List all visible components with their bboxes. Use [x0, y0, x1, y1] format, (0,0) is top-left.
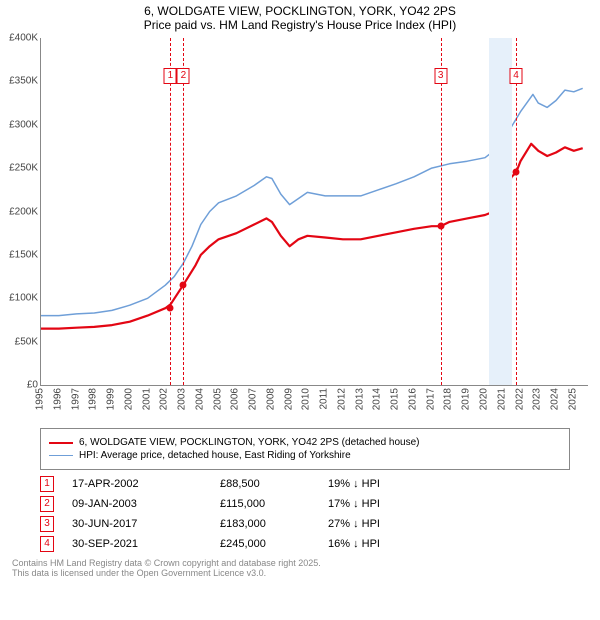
- sale-vs-hpi: 27% ↓ HPI: [328, 518, 448, 530]
- x-tick-label: 2019: [461, 388, 472, 410]
- x-tick-label: 2014: [372, 388, 383, 410]
- sale-marker-label: 1: [164, 68, 177, 84]
- x-tick-label: 1998: [88, 388, 99, 410]
- sale-marker: [513, 169, 520, 176]
- legend-box: 6, WOLDGATE VIEW, POCKLINGTON, YORK, YO4…: [40, 428, 570, 470]
- sale-marker-label: 3: [434, 68, 447, 84]
- sale-date: 30-SEP-2021: [72, 538, 202, 550]
- x-tick-label: 2000: [123, 388, 134, 410]
- chart-area: £0£50K£100K£150K£200K£250K£300K£350K£400…: [0, 38, 600, 420]
- sale-row: 4 30-SEP-2021 £245,000 16% ↓ HPI: [40, 536, 570, 552]
- x-tick-label: 2015: [390, 388, 401, 410]
- sale-index-box: 2: [40, 496, 54, 512]
- x-tick-label: 2023: [532, 388, 543, 410]
- x-tick-label: 2006: [230, 388, 241, 410]
- x-tick-label: 2001: [141, 388, 152, 410]
- x-tick-label: 2013: [354, 388, 365, 410]
- sale-date: 09-JAN-2003: [72, 498, 202, 510]
- y-tick-label: £200K: [9, 206, 38, 217]
- legend-item: 6, WOLDGATE VIEW, POCKLINGTON, YORK, YO4…: [49, 437, 561, 448]
- sale-vs-hpi: 16% ↓ HPI: [328, 538, 448, 550]
- x-tick-label: 1997: [70, 388, 81, 410]
- x-tick-label: 2011: [319, 388, 330, 410]
- sales-table: 1 17-APR-2002 £88,500 19% ↓ HPI 2 09-JAN-2003…: [40, 476, 570, 552]
- x-tick-label: 2016: [407, 388, 418, 410]
- x-tick-label: 1999: [106, 388, 117, 410]
- y-tick-label: £300K: [9, 119, 38, 130]
- x-tick-label: 2003: [177, 388, 188, 410]
- sale-price: £88,500: [220, 478, 310, 490]
- sale-row: 2 09-JAN-2003 £115,000 17% ↓ HPI: [40, 496, 570, 512]
- sale-marker: [437, 223, 444, 230]
- sale-price: £115,000: [220, 498, 310, 510]
- sale-price: £183,000: [220, 518, 310, 530]
- plot-region: 12 3 4: [40, 38, 588, 386]
- chart-title: 6, WOLDGATE VIEW, POCKLINGTON, YORK, YO4…: [0, 0, 600, 32]
- x-tick-label: 2004: [194, 388, 205, 410]
- title-subtitle: Price paid vs. HM Land Registry's House …: [0, 18, 600, 32]
- sale-row: 3 30-JUN-2017 £183,000 27% ↓ HPI: [40, 516, 570, 532]
- x-tick-label: 2009: [283, 388, 294, 410]
- x-tick-label: 1995: [35, 388, 46, 410]
- legend-swatch: [49, 455, 73, 456]
- attribution-footer: Contains HM Land Registry data © Crown c…: [12, 558, 588, 578]
- x-tick-label: 1996: [52, 388, 63, 410]
- x-tick-label: 2025: [567, 388, 578, 410]
- x-tick-label: 2012: [336, 388, 347, 410]
- x-tick-label: 2008: [265, 388, 276, 410]
- sale-marker-label: 4: [510, 68, 523, 84]
- y-tick-label: £400K: [9, 33, 38, 44]
- x-tick-label: 2017: [425, 388, 436, 410]
- x-axis: 1995199619971998199920002001200220032004…: [40, 386, 588, 420]
- x-tick-label: 2002: [159, 388, 170, 410]
- sale-price: £245,000: [220, 538, 310, 550]
- y-tick-label: £50K: [15, 336, 38, 347]
- footer-line1: Contains HM Land Registry data © Crown c…: [12, 558, 588, 568]
- sale-index-box: 4: [40, 536, 54, 552]
- y-tick-label: £250K: [9, 163, 38, 174]
- sale-vs-hpi: 19% ↓ HPI: [328, 478, 448, 490]
- x-tick-label: 2005: [212, 388, 223, 410]
- title-address: 6, WOLDGATE VIEW, POCKLINGTON, YORK, YO4…: [0, 4, 600, 18]
- x-tick-label: 2024: [550, 388, 561, 410]
- sale-marker: [167, 305, 174, 312]
- x-tick-label: 2020: [478, 388, 489, 410]
- legend-label: HPI: Average price, detached house, East…: [79, 450, 351, 461]
- legend-item: HPI: Average price, detached house, East…: [49, 450, 561, 461]
- x-tick-label: 2010: [301, 388, 312, 410]
- y-tick-label: £350K: [9, 76, 38, 87]
- x-tick-label: 2022: [514, 388, 525, 410]
- sale-date: 30-JUN-2017: [72, 518, 202, 530]
- y-axis: £0£50K£100K£150K£200K£250K£300K£350K£400…: [0, 38, 40, 386]
- y-tick-label: £150K: [9, 249, 38, 260]
- legend-label: 6, WOLDGATE VIEW, POCKLINGTON, YORK, YO4…: [79, 437, 420, 448]
- x-tick-label: 2007: [248, 388, 259, 410]
- footer-line2: This data is licensed under the Open Gov…: [12, 568, 588, 578]
- y-tick-label: £100K: [9, 293, 38, 304]
- sale-marker-label: 2: [177, 68, 190, 84]
- sale-index-box: 1: [40, 476, 54, 492]
- sale-row: 1 17-APR-2002 £88,500 19% ↓ HPI: [40, 476, 570, 492]
- legend-swatch: [49, 442, 73, 444]
- x-tick-label: 2021: [496, 388, 507, 410]
- sale-marker: [180, 282, 187, 289]
- sale-date: 17-APR-2002: [72, 478, 202, 490]
- sale-index-box: 3: [40, 516, 54, 532]
- sale-vs-hpi: 17% ↓ HPI: [328, 498, 448, 510]
- x-tick-label: 2018: [443, 388, 454, 410]
